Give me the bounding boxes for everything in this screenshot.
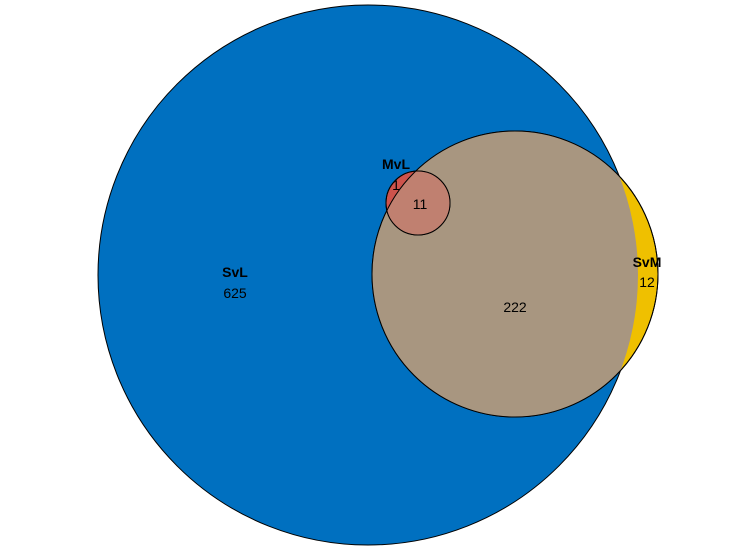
svm-label: SvM [633, 254, 662, 270]
mvl-outline [385, 170, 451, 236]
svl-label: SvL [222, 264, 248, 280]
svm-only-count: 12 [639, 274, 655, 290]
mvl-label: MvL [382, 156, 410, 172]
svl-svm-count: 222 [503, 299, 527, 315]
svm-outline [371, 130, 659, 418]
all-three-count: 11 [413, 196, 428, 212]
mvl-only-count: 1 [392, 177, 400, 193]
svl-only-count: 625 [223, 285, 247, 301]
